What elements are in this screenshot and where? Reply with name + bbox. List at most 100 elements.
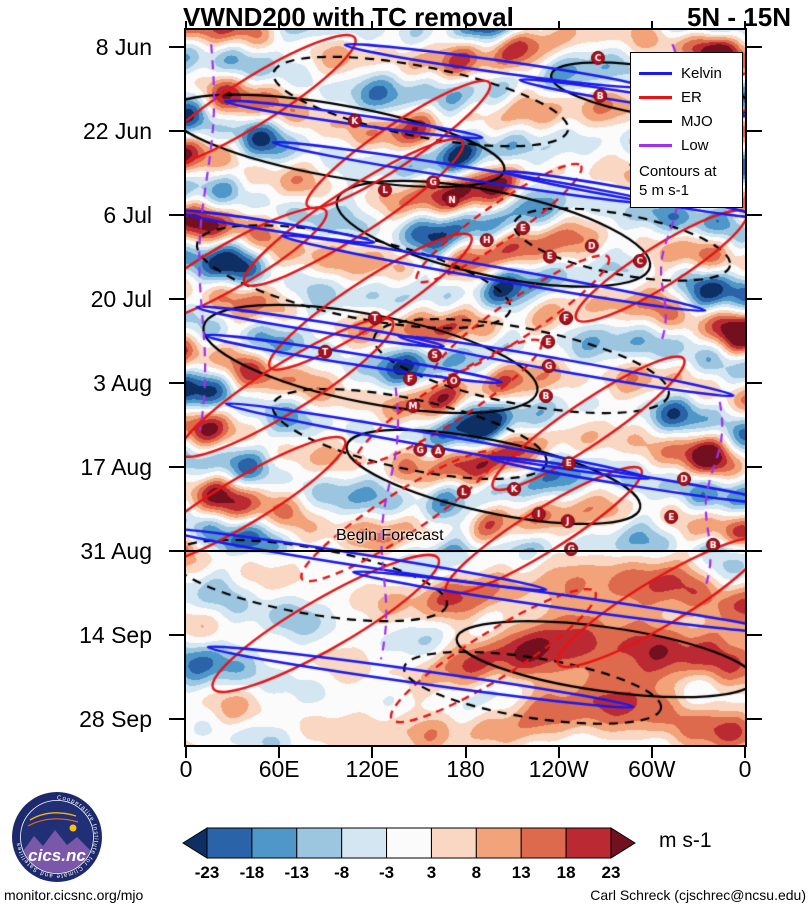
footer-credit: Carl Schreck (cjschrec@ncsu.edu) [590,887,806,903]
logo-sun [69,824,77,832]
axis-tick [745,550,762,552]
colorbar-tick-label: 18 [557,863,576,882]
x-tick-label: 180 [446,756,485,782]
colorbar-tick-label: -18 [240,863,265,882]
axis-tick [650,21,653,30]
kelvin-line-sample [639,72,672,75]
legend-label: ER [681,89,702,106]
axis-tick [745,466,762,468]
axis-tick [169,634,186,636]
axis-tick [557,21,560,30]
colorbar-left-arrow [182,827,208,859]
colorbar-box [341,827,388,859]
axis-tick [169,466,186,468]
mjo-line-sample [639,120,672,123]
axis-tick [169,382,186,384]
axis-tick [371,21,374,30]
legend-note-line2: 5 m s-1 [639,182,690,199]
axis-tick [744,745,746,758]
y-tick-label: 3 Aug [93,370,152,396]
y-tick-label: 31 Aug [80,538,152,564]
colorbar-box [386,827,432,859]
colorbar-tick-label: -3 [379,863,394,882]
legend-entry-er: ER [639,89,734,106]
y-tick-label: 6 Jul [103,202,152,228]
x-tick-label: 120E [345,756,400,782]
x-tick-label: 0 [179,756,193,782]
axis-tick [185,21,187,30]
colorbar-tick-label: 3 [427,863,436,882]
colorbar-tick-label: -13 [284,863,309,882]
wave-legend: Kelvin ER MJO Low Contours at 5 m s-1 [630,52,743,208]
plot-area: Begin Forecast Kelvin ER MJO Low Contours a… [184,28,747,747]
begin-forecast-line [186,550,745,552]
axis-tick [464,21,467,30]
y-tick-label: 22 Jun [82,118,152,144]
y-tick-label: 17 Aug [80,454,152,480]
legend-label: Low [681,137,709,154]
begin-forecast-label: Begin Forecast [336,527,444,544]
low-line-sample [639,144,672,147]
axis-tick [745,130,762,132]
colorbar-box [520,827,567,859]
footer-url: monitor.cicsnc.org/mjo [4,887,144,903]
x-tick-label: 120W [528,756,589,782]
legend-label: MJO [681,113,713,130]
legend-label: Kelvin [681,65,722,82]
axis-tick [650,745,653,758]
axis-tick [278,21,281,30]
axis-tick [557,745,560,758]
axis-tick [745,718,762,720]
y-tick-label: 8 Jun [95,34,152,60]
colorbar: -23 -18 -13 -8 -3 3 8 13 18 23 [182,827,636,882]
axis-tick [745,382,762,384]
x-tick-label: 60W [628,756,676,782]
axis-tick [169,298,186,300]
y-tick-label: 14 Sep [79,622,152,648]
colorbar-tick-label: 8 [472,863,481,882]
logo-text: cics.nc [28,846,86,865]
colorbar-tick-label: -23 [195,863,220,882]
x-tick-label: 60E [258,756,300,782]
legend-note-line1: Contours at [639,163,717,180]
axis-tick [169,214,186,216]
colorbar-units: m s-1 [659,829,712,852]
logo-aurora-arc2 [27,818,79,827]
colorbar-box [475,827,522,859]
colorbar-tick-label: -8 [334,863,349,882]
axis-tick [169,718,186,720]
colorbar-tick-label: 23 [602,863,621,882]
logo-inner-ring [20,800,94,874]
axis-tick [744,21,746,30]
axis-tick [745,214,762,216]
colorbar-box [206,827,253,859]
axis-tick [371,745,374,758]
legend-entry-kelvin: Kelvin [639,65,734,82]
y-tick-label: 28 Sep [79,706,152,732]
y-tick-label: 20 Jul [90,286,152,312]
axis-tick [745,298,762,300]
axis-tick [169,130,186,132]
axis-tick [185,745,187,758]
logo-mountains [21,830,93,873]
er-line-sample [639,96,672,99]
chart-title: VWND200 with TC removal [183,2,514,32]
cics-logo: Cooperative Institute for Climate and Sa… [12,792,102,882]
colorbar-box [251,827,298,859]
logo-artwork [21,801,93,873]
axis-tick [745,634,762,636]
legend-entry-low: Low [639,137,734,154]
axis-tick [169,46,186,48]
x-tick-label: 0 [738,756,752,782]
colorbar-box [296,827,343,859]
logo-aurora-arc [29,812,77,821]
axis-tick [464,745,467,758]
axis-tick [169,550,186,552]
colorbar-box [430,827,477,859]
colorbar-box [565,827,612,859]
colorbar-tick-label: 13 [512,863,531,882]
colorbar-right-arrow [610,827,636,859]
chart-latitude-band: 5N - 15N [686,2,791,32]
legend-entry-mjo: MJO [639,113,734,130]
